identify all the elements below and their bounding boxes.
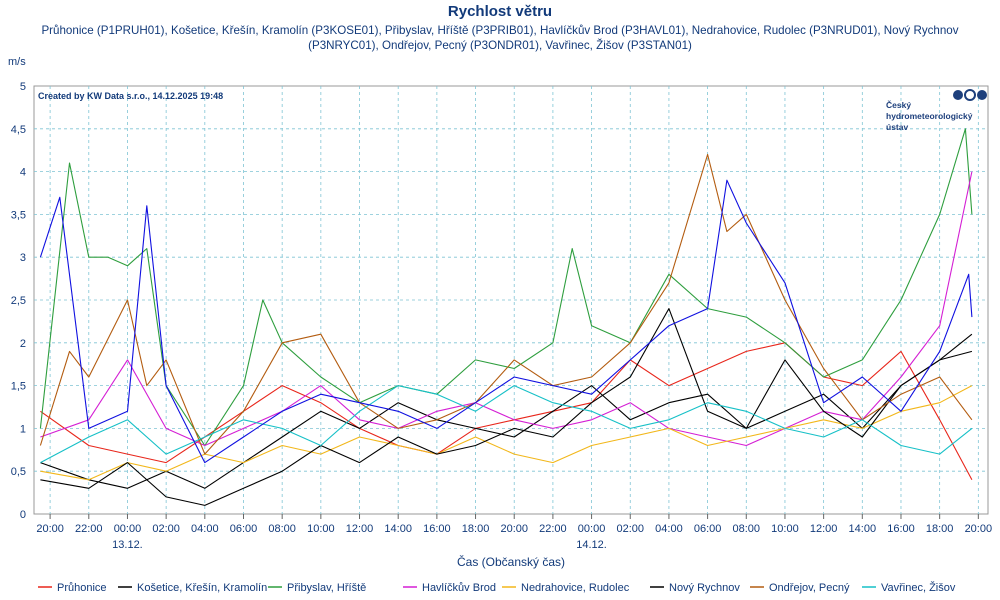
series-line-ondrejov-pecny: [39, 153, 973, 455]
x-tick-label: 18:00: [462, 523, 490, 535]
x-tick-label: 12:00: [346, 523, 374, 535]
logo-text-line-3: ústav: [886, 122, 908, 132]
date-label: 14.12.: [576, 539, 607, 551]
series-line-unlabeled-8: [39, 179, 973, 464]
x-tick-label: 08:00: [733, 523, 761, 535]
x-tick-label: 20:00: [500, 523, 528, 535]
x-tick-label: 22:00: [75, 523, 103, 535]
chart-subtitle-line-2: (P3NRYC01), Ondřejov, Pecný (P3ONDR01), …: [308, 39, 692, 52]
x-tick-label: 06:00: [230, 523, 258, 535]
legend: Průhonice Košetice, Křešín, Kramolín Přiby…: [38, 581, 956, 594]
y-tick-label: 5: [20, 81, 26, 93]
x-tick-label: 08:00: [268, 523, 296, 535]
y-tick-label: 2,5: [11, 295, 26, 307]
legend-label: Nový Rychnov: [669, 582, 740, 594]
legend-label: Přibyslav, Hříště: [287, 582, 366, 594]
chart-title: Rychlost větru: [448, 3, 552, 20]
credit-text: Created by KW Data s.r.o., 14.12.2025 19…: [38, 91, 223, 101]
y-axis-unit-label: m/s: [8, 56, 26, 68]
y-tick-label: 4: [20, 167, 26, 179]
x-tick-label: 20:00: [36, 523, 64, 535]
chart-subtitle-line-1: Průhonice (P1PRUH01), Košetice, Křešín, …: [41, 24, 958, 37]
y-tick-label: 3: [20, 252, 26, 264]
y-tick-label: 4,5: [11, 124, 26, 136]
series-line-novy-rychnov: [40, 308, 973, 506]
series-lines: [39, 128, 973, 506]
y-tick-label: 0: [20, 509, 26, 521]
y-tick-label: 2: [20, 338, 26, 350]
y-tick-label: 1: [20, 423, 26, 435]
legend-label: Vavřinec, Žišov: [881, 581, 956, 594]
series-line-vavrinec-zisov: [40, 385, 973, 464]
x-tick-label: 12:00: [810, 523, 838, 535]
x-axis-ticks: 20:00 22:00 00:00 02:00 04:00 06:00 08:00 10:00…: [36, 514, 992, 551]
y-tick-label: 3,5: [11, 209, 26, 221]
legend-label: Ondřejov, Pecný: [769, 582, 850, 594]
grid-lines: [34, 86, 988, 514]
x-tick-label: 16:00: [423, 523, 451, 535]
x-tick-label: 02:00: [152, 523, 180, 535]
series-line-pribyslav-hriste: [39, 128, 973, 447]
x-tick-label: 20:00: [965, 523, 993, 535]
x-tick-label: 06:00: [694, 523, 722, 535]
x-tick-label: 02:00: [616, 523, 644, 535]
date-label: 13.12.: [112, 539, 143, 551]
legend-label: Průhonice: [57, 582, 107, 594]
x-tick-label: 10:00: [771, 523, 799, 535]
chmi-logo: Český hydrometeorologický ústav: [886, 89, 987, 132]
x-tick-label: 14:00: [849, 523, 877, 535]
x-axis-label: Čas (Občanský čas): [457, 554, 565, 569]
logo-dot-3: [977, 90, 987, 100]
x-tick-label: 16:00: [887, 523, 915, 535]
y-axis-ticks: 0 0,5 1 1,5 2 2,5 3 3,5 4 4,5 5: [11, 81, 26, 521]
x-tick-label: 04:00: [191, 523, 219, 535]
logo-text-line-2: hydrometeorologický: [886, 111, 973, 121]
logo-text-line-1: Český: [886, 99, 911, 110]
x-tick-label: 00:00: [578, 523, 606, 535]
y-tick-label: 0,5: [11, 466, 26, 478]
x-tick-label: 00:00: [114, 523, 142, 535]
x-tick-label: 22:00: [539, 523, 567, 535]
x-tick-label: 10:00: [307, 523, 335, 535]
y-tick-label: 1,5: [11, 381, 26, 393]
logo-dot-2: [964, 89, 976, 101]
legend-label: Košetice, Křešín, Kramolín: [137, 582, 267, 594]
legend-label: Havlíčkův Brod: [422, 582, 496, 594]
logo-dot-1: [953, 90, 963, 100]
series-line-kosetice-kresin-kramolin: [40, 333, 973, 489]
x-tick-label: 14:00: [384, 523, 412, 535]
x-tick-label: 04:00: [655, 523, 683, 535]
legend-label: Nedrahovice, Rudolec: [521, 582, 630, 594]
x-tick-label: 18:00: [926, 523, 954, 535]
